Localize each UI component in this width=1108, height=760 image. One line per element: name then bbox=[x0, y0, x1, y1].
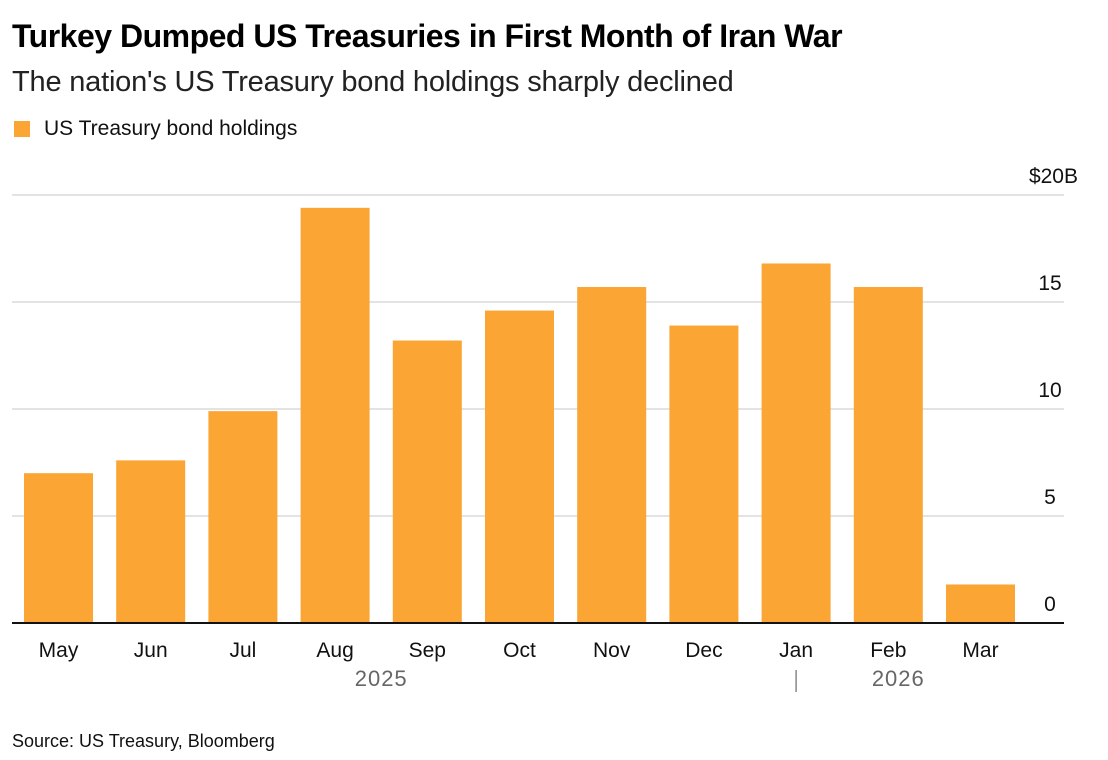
x-tick-label: Jun bbox=[134, 639, 168, 662]
bar bbox=[392, 340, 462, 623]
y-tick-label: 10 bbox=[1038, 379, 1061, 402]
chart-subtitle: The nation's US Treasury bond holdings s… bbox=[12, 66, 734, 98]
bar bbox=[208, 411, 278, 623]
bar bbox=[300, 207, 370, 623]
bar bbox=[24, 473, 93, 623]
bar-chart: $20B 15 10 5 0 May Jun Jul Aug Sep Oct Nov Dec Jan Feb… bbox=[12, 165, 1078, 692]
x-tick-label: Mar bbox=[962, 639, 998, 662]
x-tick-label: Sep bbox=[409, 639, 446, 662]
y-tick-label: 0 bbox=[1044, 593, 1056, 616]
bar bbox=[946, 584, 1015, 623]
source-note: Source: US Treasury, Bloomberg bbox=[12, 731, 275, 751]
y-tick-label: $20B bbox=[1029, 165, 1078, 188]
x-tick-label: Feb bbox=[870, 639, 906, 662]
x-tick-label: Nov bbox=[593, 639, 631, 662]
bar bbox=[761, 263, 831, 623]
legend-label: US Treasury bond holdings bbox=[44, 117, 298, 140]
year-label: 2026 bbox=[872, 666, 925, 691]
x-tick-label: Jul bbox=[229, 639, 256, 662]
y-tick-label: 5 bbox=[1044, 486, 1056, 509]
year-label: 2025 bbox=[355, 666, 408, 691]
x-tick-label: Dec bbox=[685, 639, 722, 662]
x-tick-label: Oct bbox=[503, 639, 536, 662]
bar bbox=[853, 287, 923, 623]
x-tick-label: May bbox=[39, 639, 79, 662]
chart-title: Turkey Dumped US Treasuries in First Mon… bbox=[12, 18, 843, 54]
bar bbox=[485, 310, 554, 623]
bar bbox=[669, 325, 739, 623]
legend-swatch bbox=[14, 121, 30, 137]
bar bbox=[116, 460, 186, 623]
bar bbox=[577, 287, 647, 623]
legend: US Treasury bond holdings bbox=[14, 117, 297, 141]
x-tick-label: Jan bbox=[779, 639, 813, 662]
y-tick-label: 15 bbox=[1038, 272, 1061, 295]
x-tick-label: Aug bbox=[316, 639, 353, 662]
